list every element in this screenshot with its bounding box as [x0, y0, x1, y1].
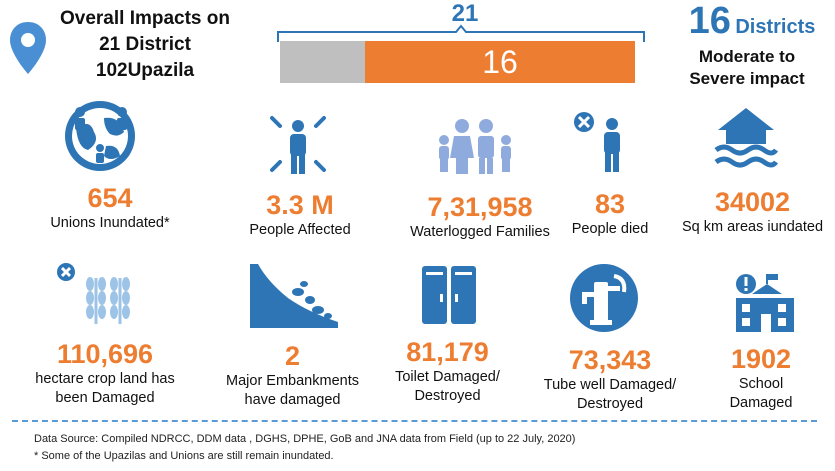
stat-label: Sq km areas iundated	[681, 219, 824, 235]
stat-tube-wells-damaged: 73,343 Tube well Damaged/ Destroyed	[530, 344, 690, 414]
person-radiating-icon	[270, 116, 326, 174]
family-icon	[439, 119, 511, 174]
inundation-footnote: * Some of the Upazilas and Unions are st…	[34, 450, 334, 462]
districts-severity: Moderate to Severe impact	[672, 46, 822, 90]
impact-progress-bar: 16	[280, 41, 635, 83]
person-died-icon	[574, 112, 620, 172]
school-damage-icon	[736, 274, 794, 332]
stat-value: 34002	[714, 187, 791, 217]
footer-divider	[12, 420, 817, 422]
stat-label: Waterlogged Families	[410, 224, 550, 240]
total-districts-label: 21	[451, 0, 479, 27]
stat-label-line-2: Destroyed	[414, 388, 481, 404]
unaffected-segment	[280, 41, 365, 83]
stat-label-line-2: have damaged	[244, 392, 341, 408]
location-pin-icon	[10, 22, 46, 74]
stat-unions-inundated: 654 Unions Inundated*	[20, 182, 200, 233]
tube-well-icon	[570, 264, 638, 332]
stat-label-line-2: been Damaged	[55, 390, 155, 406]
flooded-house-icon	[714, 108, 778, 168]
stat-toilets-damaged: 81,179 Toilet Damaged/ Destroyed	[375, 336, 520, 406]
stat-value: 654	[87, 183, 133, 213]
stat-label-line-1: Tube well Damaged/	[543, 377, 677, 393]
districts-number: 16	[688, 0, 731, 42]
toilet-icon	[422, 266, 476, 324]
stat-label-line-1: hectare crop land has	[35, 371, 175, 387]
stat-label-line-1: Major Embankments	[226, 373, 359, 389]
stat-value: 1902	[730, 344, 792, 374]
stat-label-line-1: Toilet Damaged/	[395, 369, 500, 385]
stat-value: 110,696	[56, 339, 154, 369]
districts-word: Districts	[735, 16, 816, 38]
data-source-note: Data Source: Compiled NDRCC, DDM data , …	[34, 433, 576, 445]
affected-segment-label: 16	[482, 44, 518, 80]
stat-value: 73,343	[568, 345, 652, 375]
title-line-2: 21 District	[99, 34, 191, 55]
stat-area-inundated: 34002 Sq km areas iundated	[670, 186, 835, 237]
stat-crop-land-damaged: 110,696 hectare crop land has been Damag…	[10, 338, 200, 408]
stat-label: Unions Inundated*	[50, 215, 170, 231]
stat-value: 81,179	[406, 337, 489, 367]
affected-segment: 16	[365, 41, 635, 83]
severity-line-1: Moderate to	[698, 47, 796, 66]
stat-waterlogged-families: 7,31,958 Waterlogged Families	[390, 191, 570, 242]
stat-people-affected: 3.3 M People Affected	[210, 189, 390, 240]
stat-value: 3.3 M	[266, 190, 334, 220]
title-line-3: 102Upazila	[95, 60, 195, 81]
page-title: Overall Impacts on 21 District 102Upazil…	[40, 6, 250, 84]
districts-count: 16 Districts	[672, 0, 832, 43]
stat-value: 83	[594, 189, 626, 219]
stat-label-line-2: Damaged	[729, 395, 793, 411]
stat-label-line-1: School	[738, 376, 784, 392]
stat-schools-damaged: 1902 School Damaged	[705, 343, 817, 413]
severity-line-2: Severe impact	[689, 69, 805, 88]
bar-bracket	[277, 24, 645, 42]
stat-value: 7,31,958	[427, 192, 533, 222]
stat-label: People Affected	[249, 222, 351, 238]
stat-value: 2	[284, 341, 301, 371]
crop-damage-icon	[57, 263, 130, 324]
stat-embankments-damaged: 2 Major Embankments have damaged	[205, 340, 380, 410]
globe-people-icon	[65, 101, 135, 171]
stat-label: People died	[571, 221, 649, 237]
stat-people-died: 83 People died	[555, 188, 665, 239]
landslide-icon	[250, 264, 338, 328]
title-line-1: Overall Impacts on	[59, 8, 230, 29]
stat-label-line-2: Destroyed	[576, 396, 644, 412]
